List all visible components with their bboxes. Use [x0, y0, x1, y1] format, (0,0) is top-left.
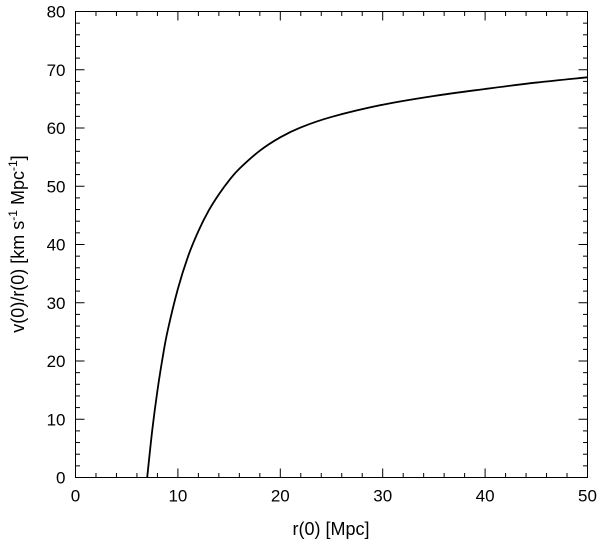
y-tick-label: 20 — [47, 352, 66, 371]
axis-ticks — [75, 11, 588, 478]
y-axis-label-part3: ] — [8, 155, 28, 160]
y-tick-label: 60 — [47, 119, 66, 138]
x-tick-label: 0 — [71, 487, 80, 506]
y-axis-label-part2: Mpc — [8, 171, 28, 210]
y-axis-label: v(0)/r(0) [km s-1 Mpc-1] — [6, 155, 28, 332]
y-axis-label-sup2: -1 — [6, 160, 20, 171]
y-tick-label: 50 — [47, 177, 66, 196]
x-tick-label: 50 — [578, 487, 597, 506]
x-tick-label: 10 — [168, 487, 187, 506]
y-tick-label: 10 — [47, 410, 66, 429]
y-tick-label: 70 — [47, 61, 66, 80]
y-tick-label: 40 — [47, 236, 66, 255]
tick-labels: 0 10 20 30 40 50 0 10 20 30 40 50 60 70 80 — [47, 3, 597, 506]
x-tick-label: 30 — [373, 487, 392, 506]
y-tick-label: 0 — [56, 469, 65, 488]
y-axis-label-part1: v(0)/r(0) [km s — [8, 221, 28, 333]
plot-frame — [75, 11, 588, 478]
y-tick-label: 30 — [47, 294, 66, 313]
series-line — [146, 76, 588, 478]
y-axis-label-sup1: -1 — [6, 210, 20, 221]
x-axis-label: r(0) [Mpc] — [292, 519, 369, 539]
y-tick-label: 80 — [47, 3, 66, 22]
x-tick-label: 40 — [476, 487, 495, 506]
x-tick-label: 20 — [271, 487, 290, 506]
